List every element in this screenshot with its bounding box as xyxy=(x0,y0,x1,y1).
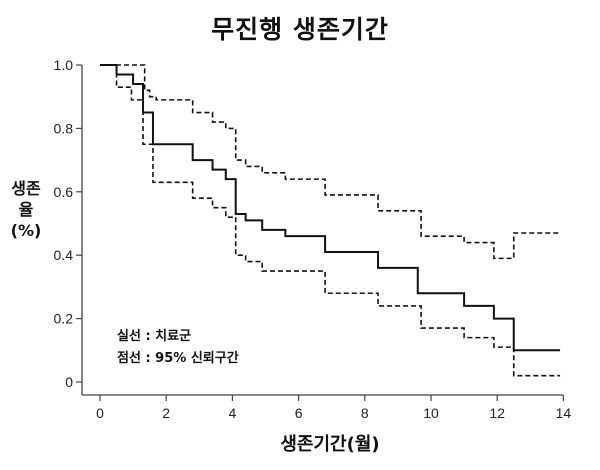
x-tick-label: 12 xyxy=(489,405,505,421)
y-tick-label: 0 xyxy=(65,374,73,390)
series-group xyxy=(100,64,561,377)
x-axis-label: 생존기간(월) xyxy=(280,434,380,455)
x-tick-label: 2 xyxy=(162,405,170,421)
legend: 실선 : 치료군 점선 : 95% 신뢰구간 xyxy=(117,326,239,370)
x-tick-label: 6 xyxy=(295,405,303,421)
x-tick-label: 8 xyxy=(361,405,369,421)
legend-dashed: 점선 : 95% 신뢰구간 xyxy=(117,351,239,366)
y-tick-label: 0.8 xyxy=(54,120,74,136)
y-tick-label: 0.6 xyxy=(54,184,74,200)
chart-title: 무진행 생존기간 xyxy=(211,15,389,44)
ci-upper-line xyxy=(100,64,561,260)
y-tick-label: 1.0 xyxy=(54,57,74,73)
y-tick-label: 0.4 xyxy=(54,247,74,263)
x-tick-label: 14 xyxy=(556,405,572,421)
legend-solid: 실선 : 치료군 xyxy=(117,329,192,344)
axes: 0 0.2 0.4 0.6 0.8 1.0 0 2 4 6 8 10 12 14 xyxy=(54,57,572,421)
x-tick-label: 10 xyxy=(423,405,439,421)
x-tick-label: 4 xyxy=(229,405,237,421)
x-tick-label: 0 xyxy=(96,405,104,421)
y-tick-label: 0.2 xyxy=(54,311,74,327)
y-axis-label: 생존율 (%) xyxy=(6,178,46,241)
survival-curve-line xyxy=(100,64,561,352)
y-axis-label-text: 생존율 (%) xyxy=(10,179,42,240)
ci-lower-line xyxy=(100,64,561,377)
